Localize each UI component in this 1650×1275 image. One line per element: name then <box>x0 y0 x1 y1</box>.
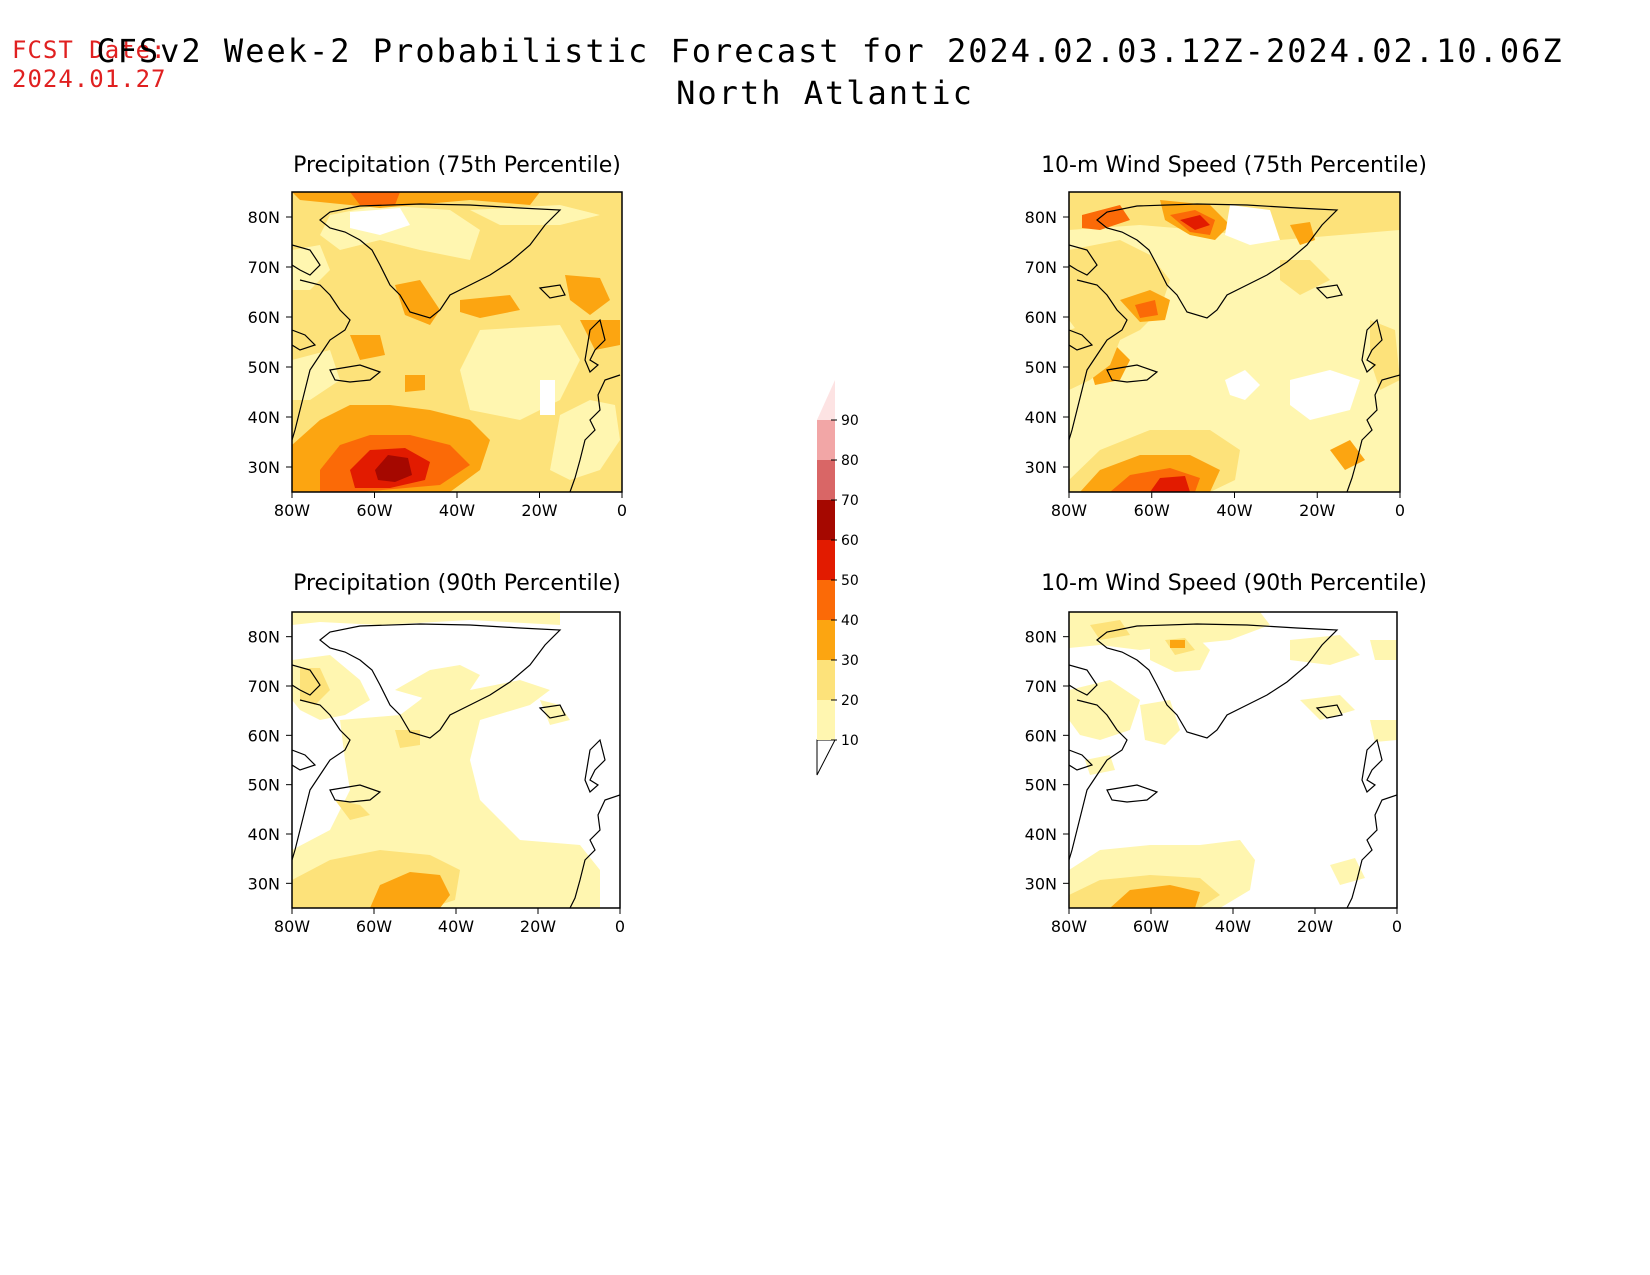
colorbar-level-label: 90 <box>841 413 859 429</box>
lat-tick-label: 60N <box>248 308 280 327</box>
lon-tick-label: 20W <box>1299 501 1335 520</box>
panel-title: Precipitation (90th Percentile) <box>293 571 621 596</box>
lat-tick-label: 30N <box>248 874 280 893</box>
colorbar-level-label: 20 <box>841 693 859 709</box>
colorbar-swatch <box>817 700 835 740</box>
lon-tick-label: 80W <box>274 917 310 936</box>
precip-90-coastlines <box>292 623 620 908</box>
colorbar: 10 20 30 40 50 60 70 80 90 <box>816 380 859 776</box>
lon-tick-label: 20W <box>1297 917 1333 936</box>
lat-tick-label: 80N <box>248 208 280 227</box>
lon-tick-label: 60W <box>1134 501 1170 520</box>
colorbar-level-label: 30 <box>841 653 859 669</box>
colorbar-swatch <box>817 620 835 660</box>
wind-75-coastlines <box>1069 203 1400 492</box>
lat-tick-label: 70N <box>1025 677 1057 696</box>
precip-75-coastlines <box>292 203 621 492</box>
colorbar-swatch <box>817 580 835 620</box>
lon-tick-label: 0 <box>1392 917 1402 936</box>
colorbar-bottom-arrow <box>816 739 836 776</box>
lat-tick-label: 30N <box>248 458 280 477</box>
lat-tick-label: 30N <box>1025 458 1057 477</box>
lon-tick-label: 20W <box>520 917 556 936</box>
wind-90-contours <box>1069 612 1397 908</box>
lat-tick-label: 80N <box>248 628 280 647</box>
colorbar-top-arrow <box>817 380 835 420</box>
panel-title: 10-m Wind Speed (75th Percentile) <box>1041 153 1427 178</box>
lon-tick-label: 0 <box>617 501 627 520</box>
lat-tick-label: 70N <box>248 258 280 277</box>
colorbar-level-label: 70 <box>841 493 859 509</box>
panel-wind-75: 10-m Wind Speed (75th Percentile) <box>1041 153 1427 493</box>
colorbar-level-label: 50 <box>841 573 859 589</box>
region-title: North Atlantic <box>676 74 974 112</box>
colorbar-swatch <box>817 500 835 540</box>
forecast-date-value: 2024.01.27 <box>12 65 167 93</box>
lat-tick-label: 60N <box>1025 726 1057 745</box>
figure-title: CFSv2 Week-2 Probabilistic Forecast for … <box>0 30 1650 114</box>
lat-tick-label: 80N <box>1025 628 1057 647</box>
lon-tick-label: 0 <box>1395 501 1405 520</box>
forecast-date: FCST Date: 2024.01.27 <box>12 36 167 94</box>
lat-tick-label: 50N <box>1025 776 1057 795</box>
colorbar-swatch <box>817 540 835 580</box>
colorbar-swatch <box>817 420 835 460</box>
lon-tick-label: 40W <box>439 501 475 520</box>
lat-tick-label: 80N <box>1025 208 1057 227</box>
main-title: CFSv2 Week-2 Probabilistic Forecast for … <box>96 32 1564 70</box>
precip-75-contours <box>292 192 622 492</box>
panel-precip-90: Precipitation (90th Percentile) <box>291 571 621 909</box>
lat-tick-label: 50N <box>248 358 280 377</box>
colorbar-swatch <box>817 460 835 500</box>
colorbar-level-label: 10 <box>841 733 859 749</box>
panel-precip-75: Precipitation (75th Percentile) <box>291 153 623 493</box>
lon-tick-label: 80W <box>1051 501 1087 520</box>
panel-title: 10-m Wind Speed (90th Percentile) <box>1041 571 1427 596</box>
forecast-date-label: FCST Date: <box>12 36 167 64</box>
lon-tick-label: 0 <box>615 917 625 936</box>
axis-labels: 80N 70N 60N 50N 40N 30N 80W 60W 40W 20W 0 80N 70N 60N… <box>248 208 1405 936</box>
panel-title: Precipitation (75th Percentile) <box>293 153 621 178</box>
lat-tick-label: 30N <box>1025 874 1057 893</box>
colorbar-level-label: 60 <box>841 533 859 549</box>
lon-tick-label: 40W <box>1216 501 1252 520</box>
lat-tick-label: 40N <box>248 408 280 427</box>
lon-tick-label: 60W <box>356 501 392 520</box>
lat-tick-label: 50N <box>1025 358 1057 377</box>
precip-90-contours <box>292 612 620 908</box>
wind-75-contours <box>1069 192 1400 492</box>
lat-tick-label: 70N <box>248 677 280 696</box>
lon-tick-label: 80W <box>1051 917 1087 936</box>
lat-tick-label: 40N <box>1025 825 1057 844</box>
lat-tick-label: 50N <box>248 776 280 795</box>
lat-tick-label: 60N <box>248 726 280 745</box>
colorbar-swatch <box>817 660 835 700</box>
lon-tick-label: 40W <box>1215 917 1251 936</box>
lat-tick-label: 60N <box>1025 308 1057 327</box>
colorbar-level-label: 40 <box>841 613 859 629</box>
lon-tick-label: 80W <box>274 501 310 520</box>
lon-tick-label: 60W <box>356 917 392 936</box>
lat-tick-label: 40N <box>1025 408 1057 427</box>
lon-tick-label: 40W <box>438 917 474 936</box>
lat-tick-label: 40N <box>248 825 280 844</box>
wind-90-coastlines <box>1069 623 1397 908</box>
lon-tick-label: 20W <box>521 501 557 520</box>
colorbar-level-label: 80 <box>841 453 859 469</box>
panel-wind-90: 10-m Wind Speed (90th Percentile) <box>1041 571 1427 909</box>
lon-tick-label: 60W <box>1133 917 1169 936</box>
lat-tick-label: 70N <box>1025 258 1057 277</box>
